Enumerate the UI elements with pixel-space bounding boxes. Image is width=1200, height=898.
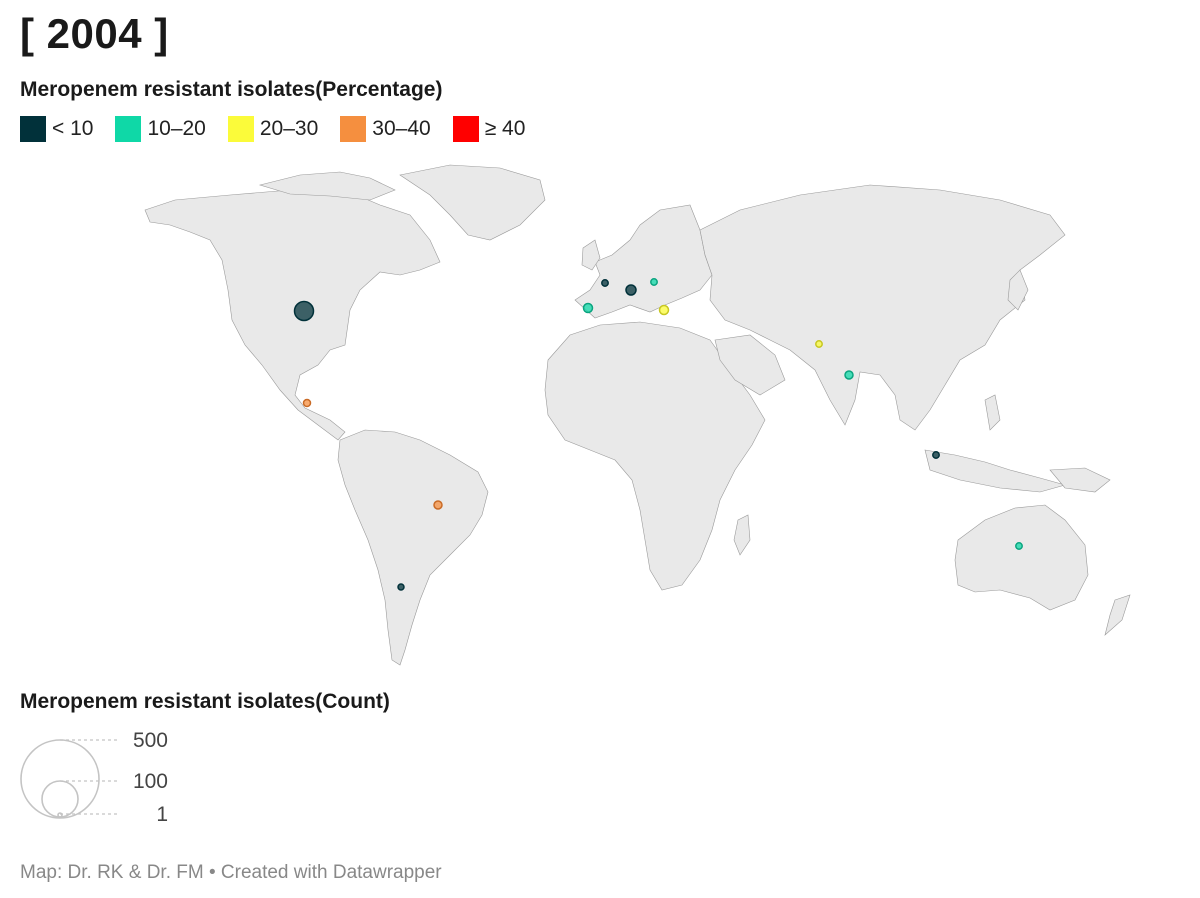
point-central-america[interactable] (302, 398, 312, 408)
legend-label: ≥ 40 (484, 117, 526, 140)
britain (581, 239, 601, 271)
legend-swatch (115, 116, 142, 142)
asia-landmass (699, 184, 1066, 431)
size-circle-100 (41, 780, 79, 818)
new-zealand (1104, 594, 1131, 636)
percentage-legend: < 10 10–20 20–30 30–40 ≥ 40 (20, 116, 547, 142)
point-eastern-europe[interactable] (650, 278, 658, 286)
point-france[interactable] (601, 279, 609, 287)
indonesia (924, 449, 1067, 493)
point-spain[interactable] (582, 302, 594, 314)
point-argentina[interactable] (397, 583, 405, 591)
legend-swatch (227, 116, 254, 142)
legend-label: 20–30 (259, 117, 319, 140)
size-label-1: 1 (156, 803, 168, 825)
legend-swatch (340, 116, 367, 142)
world-map (144, 164, 1131, 666)
australia-landmass (954, 504, 1089, 611)
point-brazil[interactable] (433, 500, 443, 510)
size-circle-500 (20, 739, 100, 819)
legend-label: 30–40 (372, 117, 431, 140)
map-title: [ 2004 ] (20, 10, 169, 57)
legend-item-10-20: 10–20 (115, 116, 206, 142)
new-guinea (1049, 467, 1111, 493)
point-singapore[interactable] (932, 451, 940, 459)
point-pakistan[interactable] (815, 340, 823, 348)
japan (1007, 269, 1029, 311)
greenland (399, 164, 546, 241)
point-united-states[interactable] (293, 300, 315, 322)
point-greece[interactable] (658, 304, 670, 316)
size-legend: 500 100 1 (20, 729, 168, 825)
size-label-100: 100 (133, 770, 168, 793)
legend-item-lt10: < 10 (20, 116, 93, 142)
point-italy[interactable] (625, 284, 637, 296)
africa-landmass (544, 321, 766, 591)
size-circle-1 (57, 812, 63, 818)
north-america-landmass (144, 187, 441, 441)
legend-item-20-30: 20–30 (227, 116, 319, 142)
arctic-islands (258, 171, 396, 201)
philippines (984, 394, 1001, 431)
point-india[interactable] (844, 370, 854, 380)
madagascar (733, 514, 751, 556)
land-layer (144, 164, 1131, 666)
size-label-500: 500 (133, 729, 168, 752)
legend-label: 10–20 (147, 117, 206, 140)
legend-swatch (20, 116, 46, 142)
percentage-legend-title: Meropenem resistant isolates(Percentage) (20, 78, 443, 101)
arabia (714, 334, 786, 396)
points-layer (293, 278, 1023, 591)
legend-item-30-40: 30–40 (340, 116, 431, 142)
point-australia[interactable] (1015, 542, 1023, 550)
south-america-landmass (337, 429, 489, 666)
credit-line: Map: Dr. RK & Dr. FM • Created with Data… (20, 862, 442, 883)
legend-swatch (452, 116, 479, 142)
legend-item-gte40: ≥ 40 (452, 116, 526, 142)
count-legend-title: Meropenem resistant isolates(Count) (20, 690, 390, 713)
legend-label: < 10 (52, 117, 94, 140)
